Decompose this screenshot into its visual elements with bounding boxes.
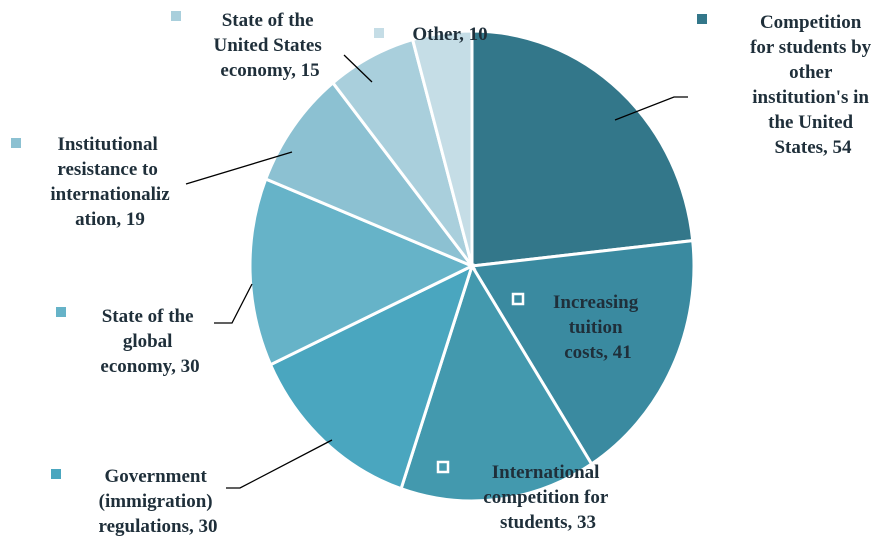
label-line: International <box>492 462 604 483</box>
pie-slice <box>263 80 477 270</box>
leader-line <box>185 151 293 185</box>
label-line: United States <box>214 35 327 56</box>
data-label: Competition for students by other instit… <box>750 12 876 158</box>
pie-slice <box>410 29 474 267</box>
legend-marker <box>436 460 450 474</box>
label-line: Institutional <box>57 134 162 155</box>
label-line: Other, 10 <box>412 24 487 45</box>
legend-marker <box>511 292 525 306</box>
label-line: competition for <box>483 487 612 508</box>
label-line: global <box>123 331 177 352</box>
label-line: Government <box>104 466 211 487</box>
legend-marker <box>374 28 384 38</box>
label-line: State of the <box>222 10 319 31</box>
pie-slice <box>399 262 594 503</box>
data-label: State of the United States economy, 15 <box>214 10 327 81</box>
legend-marker <box>56 307 66 317</box>
pie-slice <box>470 29 695 268</box>
label-line: internationaliz <box>50 184 170 205</box>
label-line: costs, 41 <box>564 342 632 363</box>
leader-line <box>343 54 373 83</box>
label-line: students, 33 <box>500 512 596 533</box>
label-line: Increasing <box>553 292 643 313</box>
label-line: tuition <box>569 317 628 338</box>
label-line: the United <box>768 112 858 133</box>
data-label: Other, 10 <box>412 24 487 45</box>
data-label: Government (immigration) regulations, 30 <box>99 466 218 537</box>
label-line: ation, 19 <box>75 209 145 230</box>
leader-line <box>614 96 688 121</box>
pie-slice <box>248 177 476 367</box>
label-line: (immigration) <box>99 491 218 512</box>
label-line: resistance to <box>57 159 162 180</box>
label-line: other <box>789 62 837 83</box>
leader-line <box>214 283 253 324</box>
data-label: Institutional resistance to internationa… <box>50 134 170 230</box>
data-label: Increasing tuition costs, 41 <box>553 292 643 363</box>
legend-marker <box>11 138 21 148</box>
label-line: Competition <box>760 12 866 33</box>
label-line: institution's in <box>752 87 873 108</box>
legend-marker <box>51 469 61 479</box>
legend-marker <box>171 11 181 21</box>
label-line: States, 54 <box>774 137 852 158</box>
label-line: regulations, 30 <box>99 516 218 537</box>
leader-line <box>226 439 333 489</box>
data-label: State of the global economy, 30 <box>100 306 199 377</box>
label-line: economy, 15 <box>220 60 319 81</box>
label-line: for students by <box>750 37 876 58</box>
pie-slice <box>469 238 696 467</box>
legend-marker <box>697 14 707 24</box>
data-label: International competition for students, … <box>483 462 612 533</box>
leader-lines <box>185 54 688 489</box>
label-line: economy, 30 <box>100 356 199 377</box>
pie-slice <box>268 263 475 491</box>
label-line: State of the <box>102 306 199 327</box>
